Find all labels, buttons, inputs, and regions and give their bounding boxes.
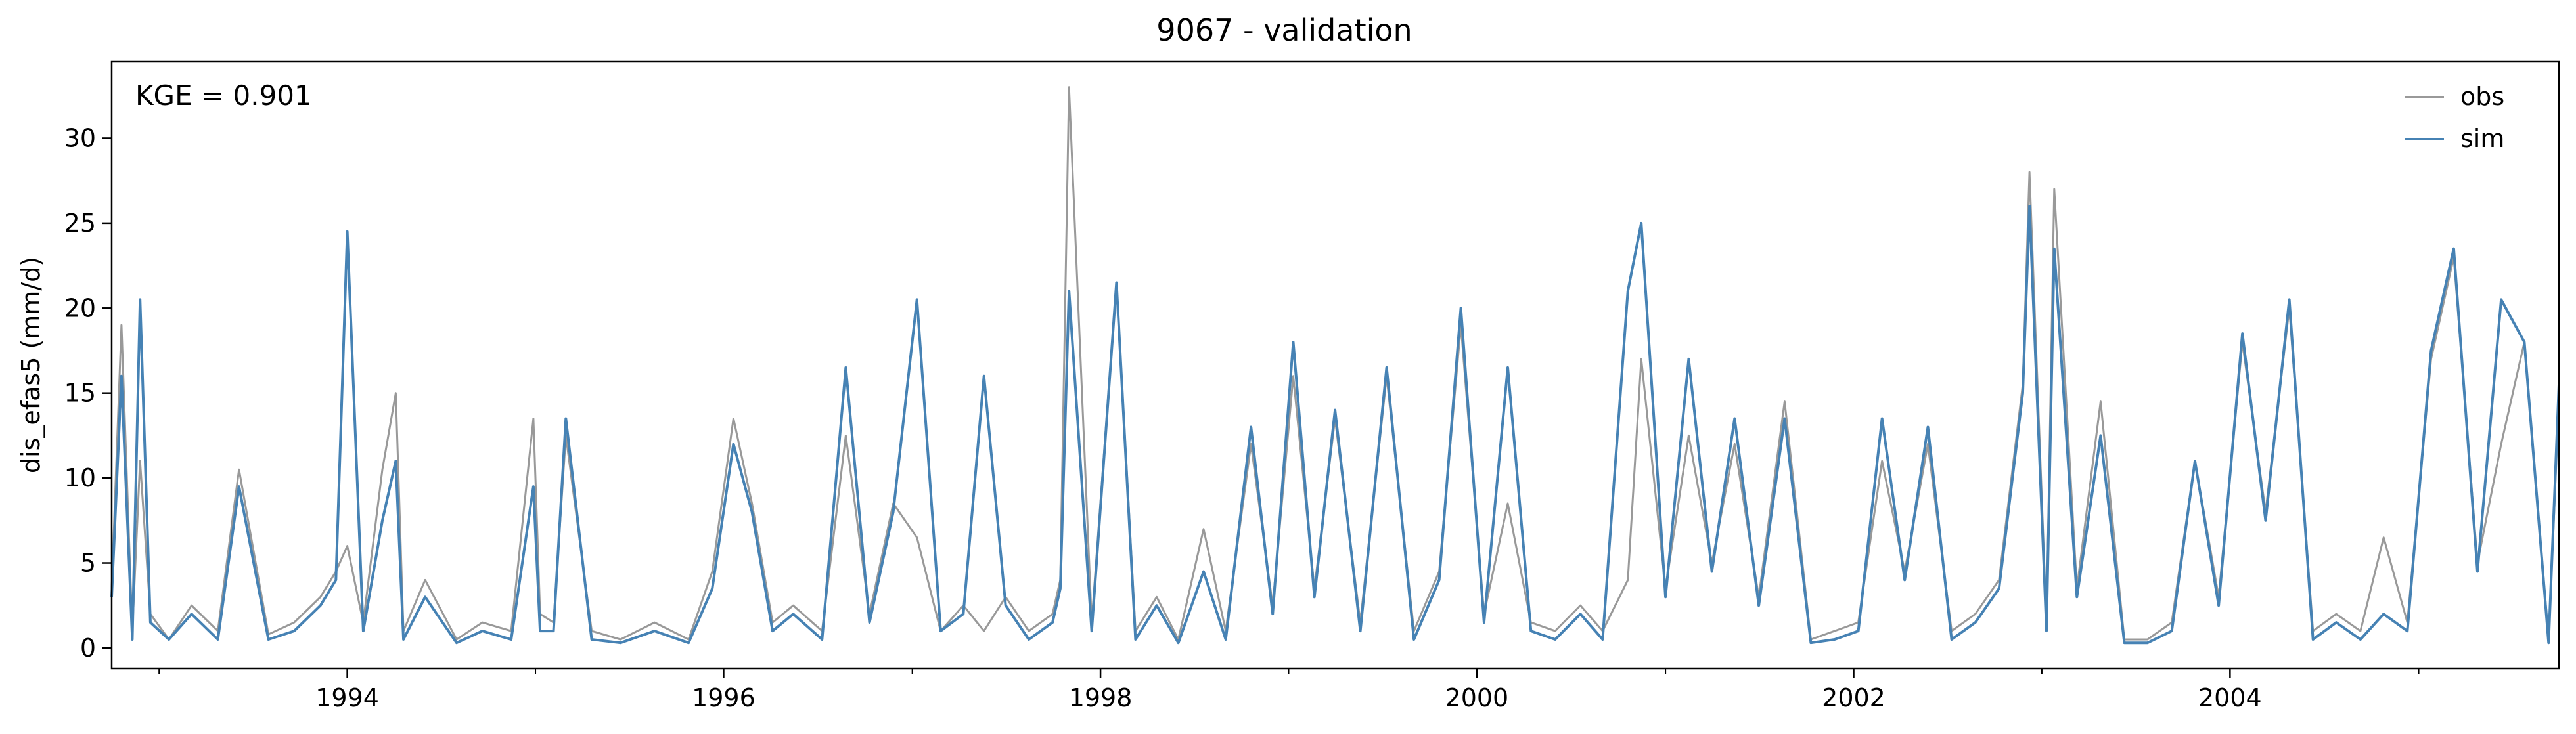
plot-area bbox=[110, 60, 2560, 670]
y-tick-label: 25 bbox=[64, 209, 96, 238]
x-tick-label: 1994 bbox=[315, 683, 379, 712]
x-tick-label: 2004 bbox=[2198, 683, 2262, 712]
y-tick-label: 30 bbox=[64, 123, 96, 152]
y-tick-label: 15 bbox=[64, 379, 96, 408]
x-tick-label: 2000 bbox=[1445, 683, 1509, 712]
y-axis: 0 5 10 15 20 25 30 bbox=[64, 123, 112, 662]
x-tick-label: 1998 bbox=[1069, 683, 1133, 712]
legend: obs sim bbox=[2405, 82, 2504, 153]
x-tick-label: 1996 bbox=[692, 683, 756, 712]
chart-title: 9067 - validation bbox=[1156, 12, 1412, 48]
y-axis-label: dis_efas5 (mm/d) bbox=[16, 257, 45, 473]
y-tick-label: 10 bbox=[64, 464, 96, 492]
series-line-sim bbox=[110, 205, 2560, 645]
series-layer bbox=[110, 86, 2560, 645]
plot-background bbox=[112, 62, 2559, 668]
y-tick-label: 20 bbox=[64, 293, 96, 322]
x-tick-label: 2002 bbox=[1822, 683, 1886, 712]
legend-label-obs: obs bbox=[2460, 82, 2504, 111]
kge-annotation: KGE = 0.901 bbox=[135, 79, 312, 112]
y-tick-label: 0 bbox=[80, 634, 96, 662]
legend-label-sim: sim bbox=[2460, 124, 2504, 153]
y-tick-label: 5 bbox=[80, 549, 96, 578]
x-axis: 1994 1996 1998 2000 2002 2004 bbox=[158, 668, 2420, 712]
plot-frame bbox=[110, 60, 2560, 670]
